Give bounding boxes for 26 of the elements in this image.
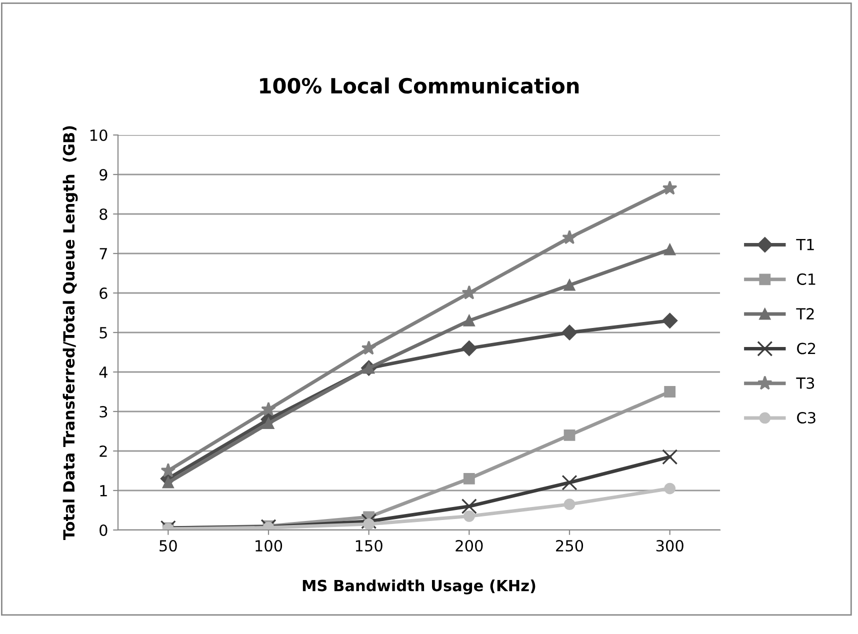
y-tick-label: 7 [100, 248, 107, 260]
x-tick-label: 100 [256, 540, 282, 552]
x-tick-label: 50 [160, 540, 177, 552]
legend-label: C3 [797, 412, 816, 424]
x-tick-label: 300 [656, 540, 684, 552]
legend-label: C1 [797, 273, 816, 285]
y-tick-label: 9 [100, 168, 108, 181]
x-tick-label: 150 [356, 540, 382, 552]
y-tick-label: 0 [100, 524, 108, 536]
legend-label: T1 [796, 238, 814, 250]
y-tick-label: 6 [100, 287, 108, 300]
x-tick-label: 200 [456, 540, 483, 552]
y-tick-label: 3 [100, 406, 108, 418]
x-tick-label: 250 [556, 540, 584, 552]
x-axis-title: MS Bandwidth Usage (KHz) [302, 580, 536, 594]
y-axis-title: Total Data Transferred/Total Queue Length (GB) [62, 126, 78, 540]
legend-label: T2 [796, 308, 814, 320]
legend-label: C2 [797, 342, 816, 354]
y-tick-label: 5 [100, 327, 107, 339]
y-tick-label: 10 [90, 129, 108, 142]
legend-label: T3 [796, 377, 814, 389]
y-tick-label: 2 [100, 445, 107, 457]
chart-title: 100% Local Communication [260, 78, 579, 94]
y-tick-label: 4 [99, 366, 108, 378]
y-tick-label: 8 [100, 208, 108, 220]
y-tick-label: 1 [100, 485, 107, 496]
